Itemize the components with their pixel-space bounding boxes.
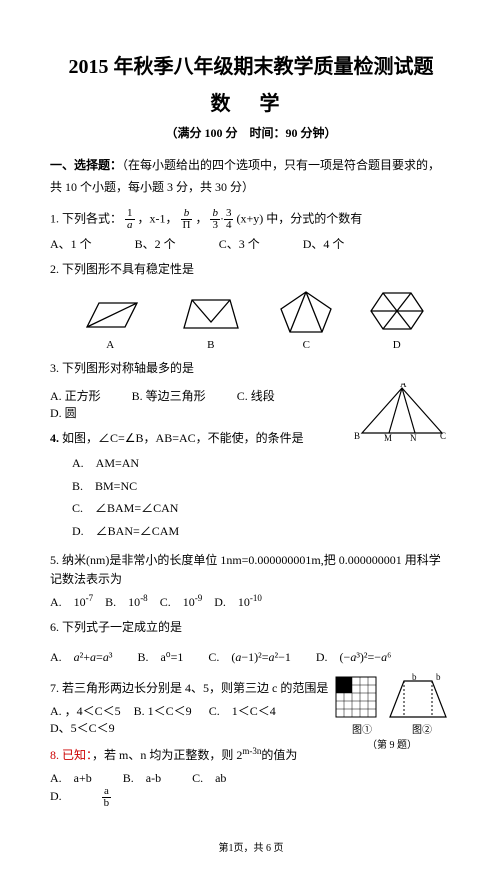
- q3-options: A. 正方形 B. 等边三角形 C. 线段 D. 圆: [50, 387, 342, 421]
- q3-opt-c: C. 线段: [237, 387, 275, 404]
- svg-text:B: B: [354, 431, 360, 441]
- q8-options: A. a+b B. a-b C. ab D. ab: [50, 769, 332, 809]
- q1-opt-c: C、3 个: [219, 235, 260, 252]
- q2-shapes: A B C D: [50, 287, 452, 351]
- q8-opt-d: D. ab: [50, 786, 167, 809]
- svg-text:C: C: [440, 431, 446, 441]
- q4-opt-c: C. ∠BAM=∠CAN: [72, 497, 212, 520]
- question-6: 6. 下列式子一定成立的是: [50, 618, 452, 637]
- q1-opt-b: B、2 个: [135, 235, 176, 252]
- question-5: 5. 纳米(nm)是非常小的长度单位 1nm=0.000000001m,把 0.…: [50, 551, 452, 589]
- question-2: 2. 下列图形不具有稳定性是: [50, 260, 452, 279]
- q6-options: A. a²+a=a³ B. a⁰=1 C. (a−1)²=a²−1 D. (−a…: [50, 648, 452, 665]
- fraction-icon: b3: [210, 208, 220, 231]
- shape-label: B: [176, 339, 246, 351]
- q4-opt-a: A. AM=AN: [72, 452, 212, 475]
- shape-label: A: [75, 339, 145, 351]
- shape-parallelogram: A: [75, 295, 145, 351]
- q8-opt-b: B. a-b: [123, 769, 161, 786]
- q4-opt-d: D. ∠BAN=∠CAM: [72, 520, 212, 543]
- q7-options: A. ，4＜C＜5 B. 1＜C＜9 C. 1＜C＜4 D、5＜C＜9: [50, 702, 332, 736]
- question-4: 4. 4. 如图，∠C=∠B，AB=AC，不能使，的条件是如图，∠C=∠B，AB…: [50, 429, 342, 448]
- q3-opt-d: D. 圆: [50, 404, 77, 421]
- q7-opt-a: A. ，4＜C＜5: [50, 702, 121, 719]
- svg-text:M: M: [384, 433, 392, 443]
- q1-options: A、1 个 B、2 个 C、3 个 D、4 个: [50, 235, 452, 252]
- q8-opt-c: C. ab: [192, 769, 226, 786]
- q4-options: A. AM=ANB. BM=NC C. ∠BAM=∠CAND. ∠BAN=∠CA…: [72, 452, 342, 543]
- fraction-icon: 34: [224, 208, 234, 231]
- q3-opt-a: A. 正方形: [50, 387, 101, 404]
- svg-text:b: b: [436, 672, 441, 682]
- question-1: 1. 下列各式： 1a ，x-1， bΠ ， b3·34 (x+y) 中，分式的…: [50, 208, 452, 231]
- fraction-icon: bΠ: [181, 208, 193, 231]
- q7-opt-c: C. 1＜C＜4: [209, 702, 276, 719]
- q7-opt-d: D、5＜C＜9: [50, 719, 115, 736]
- shape-label: C: [276, 339, 336, 351]
- q9-figures: b b 图① 图② （第 9 题）: [332, 671, 452, 815]
- question-7: 7. 若三角形两边长分别是 4、5，则第三边 c 的范围是: [50, 679, 332, 698]
- q5-options: A. 10-7 B. 10-8 C. 10-9 D. 10-10: [50, 593, 452, 610]
- q7-opt-b: B. 1＜C＜9: [134, 702, 192, 719]
- question-3: 3. 下列图形对称轴最多的是: [50, 359, 452, 378]
- q8-stem-b: ，若 m、n 均为正整数，则 2: [92, 748, 242, 762]
- fig2-label: 图②: [412, 721, 432, 736]
- svg-text:b: b: [412, 672, 417, 682]
- fig1-label: 图①: [352, 721, 372, 736]
- q1-opt-d: D、4 个: [303, 235, 345, 252]
- fig-caption: （第 9 题）: [332, 736, 452, 751]
- fraction-icon: 1a: [125, 208, 135, 231]
- q1-stem-b: ，x-1，: [138, 211, 178, 225]
- exam-meta: （满分 100 分 时间：90 分钟）: [50, 124, 452, 141]
- q1-stem-c: ，: [195, 211, 207, 225]
- question-8: 8. 已知：，若 m、n 均为正整数，则 2m-3n的值为: [50, 744, 332, 765]
- svg-text:A: A: [400, 383, 407, 389]
- shape-label: D: [367, 339, 427, 351]
- q4-opt-b: B. BM=NC: [72, 475, 212, 498]
- q1-opt-a: A、1 个: [50, 235, 92, 252]
- q1-stem-a: 1. 下列各式：: [50, 211, 122, 225]
- q8-stem-c: 的值为: [261, 748, 297, 762]
- subject-title: 数 学: [50, 87, 452, 116]
- q8-opt-a: A. a+b: [50, 769, 92, 786]
- q8-stem-a: 8. 已知：: [50, 748, 92, 762]
- shape-pentagon: C: [276, 287, 336, 351]
- page-footer: 第1页，共 6 页: [50, 839, 452, 854]
- page-title: 2015 年秋季八年级期末教学质量检测试题: [50, 50, 452, 79]
- section-1-head: 一、选择题：（在每小题给出的四个选项中，只有一项是符合题目要求的，共 10 个小…: [50, 155, 452, 198]
- shape-hexagon: D: [367, 287, 427, 351]
- q4-figure: A B M N C: [352, 383, 452, 443]
- shape-quad-tri: B: [176, 290, 246, 351]
- section-1-label: 一、选择题：: [50, 158, 122, 172]
- q1-stem-d: (x+y) 中，分式的个数有: [236, 211, 362, 225]
- svg-text:N: N: [410, 433, 417, 443]
- q3-opt-b: B. 等边三角形: [132, 387, 206, 404]
